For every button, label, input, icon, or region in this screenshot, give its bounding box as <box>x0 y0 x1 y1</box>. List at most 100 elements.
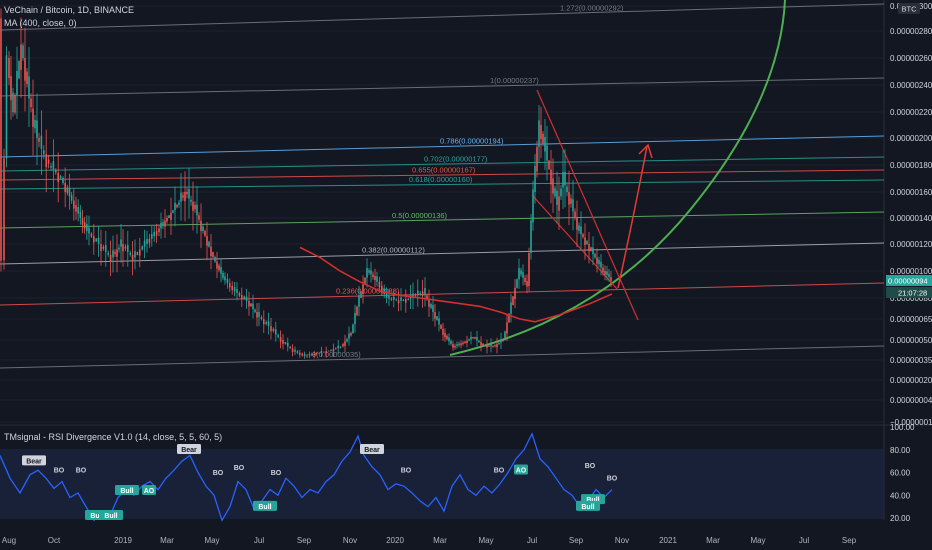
signal-marker-bg <box>177 444 201 455</box>
candle-body <box>206 236 208 246</box>
candle-body <box>218 265 220 271</box>
time-axis[interactable]: Aug Oct 2019 Mar May Jul Sep Nov 2020 Mar May Jul Se… <box>2 536 857 545</box>
candle-body <box>198 215 200 220</box>
candle-body <box>372 274 374 277</box>
candle-body <box>608 273 610 278</box>
rsi-indicator-title[interactable]: TMsignal - RSI Divergence V1.0 (14, clos… <box>4 432 222 442</box>
fib-level-line <box>0 345 885 369</box>
candle-body <box>342 344 344 347</box>
candle-body <box>446 335 448 340</box>
candle-body <box>438 318 440 325</box>
candle-body <box>374 276 376 280</box>
price-tick-label: 0.00000180 <box>890 161 932 170</box>
candle-body <box>146 238 148 244</box>
fib-level-line <box>0 211 885 229</box>
ma-indicator-label[interactable]: MA (400, close, 0) <box>4 18 77 28</box>
candle-body <box>402 299 405 301</box>
candle-body <box>506 322 508 334</box>
price-tick-label: 0.00000280 <box>890 27 932 36</box>
candle-body <box>241 295 243 300</box>
signal-marker-label: Bull <box>586 497 599 504</box>
candle-body <box>75 205 77 212</box>
candle-body <box>584 237 586 246</box>
candle-body <box>116 249 118 257</box>
candle-body <box>568 192 570 205</box>
candle-body <box>216 261 218 269</box>
candle-body <box>534 165 536 192</box>
signal-marker-bg <box>360 444 384 455</box>
candle-body <box>222 272 224 278</box>
candle-body <box>34 120 36 129</box>
time-tick-label: 2021 <box>659 536 677 545</box>
target-arrow-head <box>638 143 653 159</box>
time-tick-label: Mar <box>160 536 174 545</box>
candle-body <box>284 342 287 345</box>
candle-body <box>176 205 178 208</box>
signal-marker-label: BO <box>76 468 87 475</box>
candle-body <box>134 251 136 258</box>
candle-body <box>542 133 544 144</box>
candle-body <box>127 245 129 253</box>
fib-level-label: 0.655(0.00000167) <box>412 165 476 174</box>
candle-body <box>50 165 52 168</box>
candle-body <box>208 241 210 247</box>
candle-body <box>417 290 419 296</box>
candle-body <box>263 319 265 325</box>
signal-marker-label: BO <box>213 470 224 477</box>
signal-marker-label: BO <box>494 468 505 475</box>
candle-body <box>558 196 560 211</box>
price-series <box>0 8 612 359</box>
candle-body <box>440 324 442 329</box>
candle-body <box>385 292 388 298</box>
fib-level-label: 0.5(0.00000136) <box>392 211 448 220</box>
fib-level-line <box>0 135 885 158</box>
candle-body <box>233 287 236 292</box>
signal-marker-label: Bear <box>26 458 42 465</box>
signal-marker-label: Bear <box>181 447 197 454</box>
candle-body <box>414 295 417 297</box>
candle-body <box>432 305 434 312</box>
fib-level-line <box>0 77 885 97</box>
candle-body <box>192 201 194 211</box>
candle-body <box>55 170 57 173</box>
candle-body <box>267 321 270 326</box>
candle-body <box>196 204 198 216</box>
rsi-axis[interactable]: 100.00 80.00 60.00 40.00 20.00 <box>890 423 915 523</box>
signal-marker-label: Bear <box>364 447 380 454</box>
candle-body <box>306 355 308 357</box>
candle-body <box>184 192 186 202</box>
candle-body <box>129 252 131 255</box>
candle-body <box>66 187 69 193</box>
signal-marker-label: Bull <box>258 504 271 511</box>
candle-body <box>434 312 436 319</box>
candle-body <box>86 224 88 231</box>
candle-body <box>10 76 12 101</box>
price-axis[interactable]: 0.000003000.000002800.000002600.00000240… <box>890 2 932 427</box>
fib-level-label: 0.786(0.00000194) <box>440 137 504 146</box>
current-price-label: 0.00000094 <box>888 277 928 286</box>
candle-body <box>188 189 190 199</box>
candle-body <box>148 238 151 243</box>
candle-body <box>354 313 356 325</box>
price-tick-label: 0.00000065 <box>890 315 932 324</box>
candle-body <box>8 58 10 79</box>
candle-body <box>586 241 588 244</box>
candle-body <box>327 350 330 352</box>
candle-body <box>52 161 55 171</box>
candle-body <box>88 227 90 234</box>
time-tick-label: Sep <box>842 536 857 545</box>
wedge-lower-line <box>531 194 619 291</box>
time-tick-label: May <box>204 536 219 545</box>
candle-body <box>77 207 79 214</box>
symbol-title[interactable]: VeChain / Bitcoin, 1D, BINANCE <box>4 5 134 15</box>
candle-body <box>460 343 462 346</box>
candle-body <box>22 45 24 58</box>
candle-body <box>114 252 116 254</box>
candle-body <box>243 296 245 299</box>
candle-body <box>287 342 289 347</box>
candle-body <box>120 239 122 247</box>
candle-body <box>360 291 362 298</box>
target-arrow-line <box>617 145 648 289</box>
candle-body <box>254 309 256 312</box>
